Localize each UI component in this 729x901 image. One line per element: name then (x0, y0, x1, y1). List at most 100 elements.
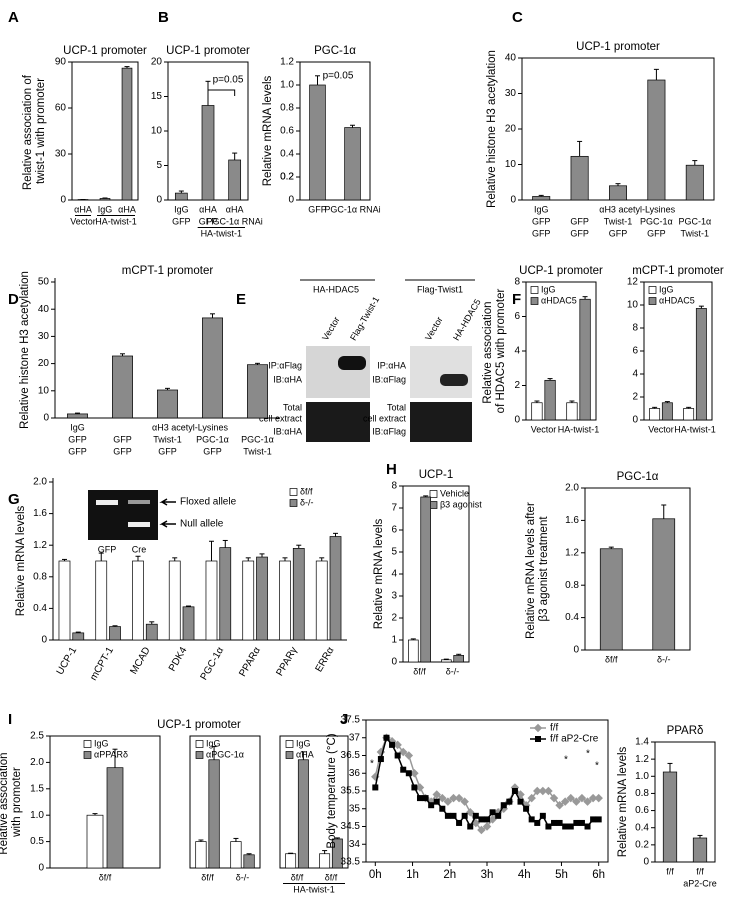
panel-letter: F (512, 291, 521, 308)
x-tick-label: f/f (696, 866, 704, 876)
y-tick-label: 6 (391, 525, 397, 536)
bar (329, 536, 342, 641)
x-tick-label: UCP-1 (55, 645, 80, 677)
x-tick-label: 5h (555, 869, 568, 881)
y-tick-label: 8 (632, 323, 638, 334)
marker (572, 797, 581, 806)
y-tick-label: 30 (55, 149, 67, 160)
chart-title: UCP-1 promoter (166, 45, 250, 57)
x-tick-label: δf/f (291, 872, 304, 882)
y-tick-label: 20 (38, 358, 50, 369)
y-tick-label: 0 (573, 645, 579, 656)
annotation: * (586, 749, 590, 760)
y-tick-label: 10 (505, 159, 517, 170)
x-tick-label: GFP (113, 446, 132, 456)
legend-swatch (195, 740, 204, 748)
x-tick-label: GFP (68, 446, 87, 456)
marker (578, 819, 585, 826)
y-tick-label: 36 (349, 768, 361, 779)
lane-label: HA-HDAC5 (451, 297, 483, 342)
marker (544, 786, 553, 796)
x-tick-label: ERRα (314, 645, 337, 674)
y-tick-label: 1.4 (635, 737, 649, 748)
y-tick-label: 0.6 (635, 805, 649, 816)
y-tick-label: 0 (288, 195, 294, 206)
bar (242, 560, 255, 641)
y-axis-label: Relative association of twist-1 with pro… (22, 72, 47, 190)
y-tick-label: 0.5 (30, 836, 44, 847)
x-tick-label: PGC-1α (241, 434, 274, 444)
marker (555, 800, 564, 810)
y-tick-label: 34 (349, 839, 361, 850)
marker (478, 816, 485, 823)
chart-title: UCP-1 (419, 469, 454, 481)
legend-label: αHDAC5 (541, 295, 577, 305)
y-tick-label: 2 (632, 392, 638, 403)
bar (121, 67, 133, 201)
y-tick-label: 0 (514, 415, 520, 426)
x-tick-label: δf/f (605, 654, 618, 664)
marker (566, 793, 576, 803)
y-tick-label: 1.2 (33, 540, 47, 551)
x-tick-label: αHA (118, 204, 136, 214)
y-axis-label: Relative histone H3 acetylation (486, 50, 498, 208)
annotation: * (564, 755, 568, 766)
bar (279, 560, 291, 641)
axis-frame (402, 485, 470, 663)
legend-swatch (648, 297, 657, 305)
arrow (159, 498, 176, 506)
legend-label: αHDAC5 (659, 295, 695, 305)
bar (683, 408, 695, 421)
y-axis-label: Relative association of HDAC5 with promo… (482, 289, 507, 414)
bar (112, 355, 133, 419)
x-tick-label: GFP (647, 228, 666, 238)
bar (566, 402, 578, 421)
marker (398, 747, 408, 757)
bar (692, 837, 708, 863)
x-tick-label: PPARγ (274, 645, 299, 678)
x-tick-label: Vector (531, 424, 557, 434)
y-tick-label: 37 (349, 732, 361, 743)
gel (88, 490, 158, 540)
marker (556, 819, 563, 826)
marker (472, 812, 479, 819)
y-tick-label: 12 (627, 277, 639, 288)
y-tick-label: 8 (514, 277, 520, 288)
x-tick-label: PGC-1α (199, 645, 227, 682)
blot-label: IB:αHA (273, 426, 302, 436)
x-tick-label: Twist-1 (681, 228, 710, 238)
blot-label: cell extract (363, 413, 407, 423)
legend-swatch (83, 740, 92, 748)
marker (528, 816, 535, 823)
marker (454, 793, 464, 803)
y-tick-label: 30 (505, 88, 517, 99)
marker (383, 734, 390, 741)
chart-title: PPARδ (667, 725, 704, 737)
y-tick-label: 0.4 (565, 612, 579, 623)
y-tick-label: 0 (43, 413, 49, 424)
bar (205, 560, 218, 641)
marker (517, 798, 524, 805)
blot-label: Total (283, 402, 302, 412)
marker (389, 741, 396, 748)
bar (109, 626, 121, 641)
x-tick-label: GFP (570, 228, 589, 238)
x-tick-label: IgG (534, 204, 549, 214)
annotation: * (370, 759, 374, 770)
bar (67, 413, 88, 419)
marker (590, 816, 597, 823)
legend-label: αPGC-1α (206, 749, 244, 759)
y-tick-label: 0 (156, 195, 162, 206)
marker (433, 798, 440, 805)
bar (441, 659, 452, 663)
bar (319, 853, 331, 869)
y-tick-label: 33.5 (341, 857, 361, 868)
legend-label: αHA (296, 749, 314, 759)
y-axis-label: Relative association with promoter (0, 749, 23, 854)
panel-letter: J (340, 711, 348, 728)
axis-frame (521, 57, 715, 201)
marker (562, 823, 569, 830)
marker (523, 805, 530, 812)
legend-swatch (289, 488, 298, 496)
